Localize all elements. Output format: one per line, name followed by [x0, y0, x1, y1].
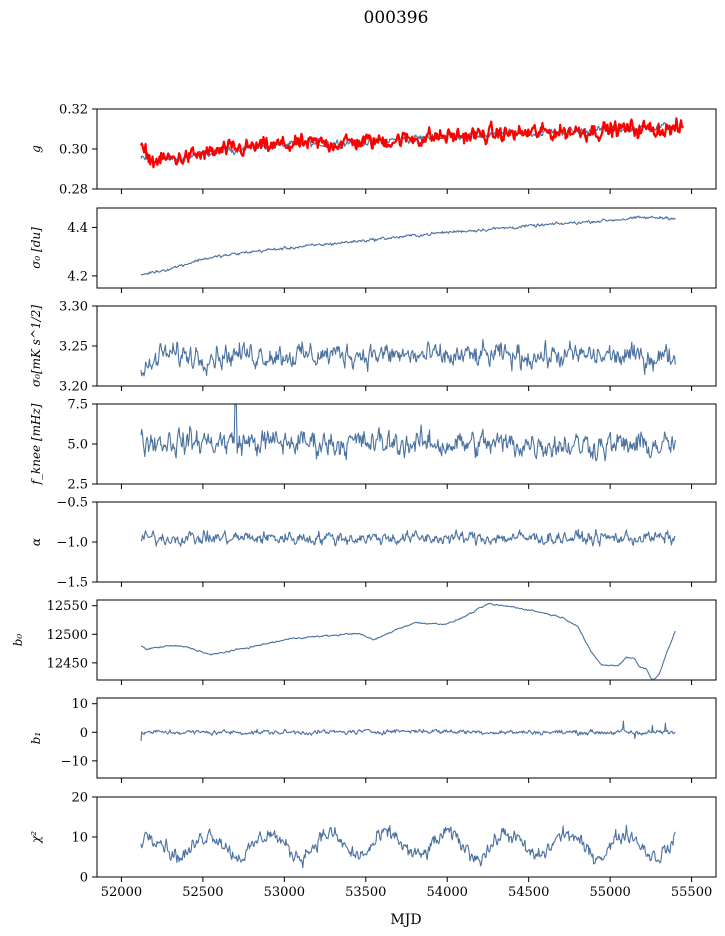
y-axis-label: α	[29, 538, 43, 546]
y-tick-label: 20	[71, 791, 88, 806]
series-line-4-1	[140, 404, 676, 462]
panel-4: 2.5 5.0 7.5 f_knee [mHz]	[29, 398, 717, 493]
panel-7: −10 0 10 b₁	[29, 697, 717, 783]
x-tick-label: 53500	[345, 885, 386, 900]
y-axis-label: σ₀[mK s^1/2]	[29, 305, 43, 387]
y-axis-label: χ²	[29, 831, 43, 844]
figure-title: 000396	[364, 8, 429, 28]
series-line-3-1	[140, 338, 676, 377]
y-tick-label: 0	[80, 726, 88, 741]
x-tick-label: 54500	[508, 885, 549, 900]
y-tick-label: 0.28	[59, 183, 88, 198]
panel-6: 12450 12500 12550 b₀	[11, 599, 717, 685]
y-axis-label: b₁	[29, 732, 43, 745]
series-line-5-1	[140, 528, 676, 547]
y-tick-label: 4.4	[67, 221, 88, 236]
x-tick-label: 55500	[671, 885, 712, 900]
panel-8: 0 10 20 52000 52500 53000 53500 54000 54500 55000…	[29, 791, 717, 900]
axes-frame	[96, 599, 717, 681]
y-tick-label: 12550	[47, 599, 88, 614]
y-tick-label: 0	[80, 871, 88, 886]
axes-frame	[96, 796, 717, 878]
axes-frame	[96, 305, 717, 387]
y-tick-label: 4.2	[67, 269, 88, 284]
series-line-1-2	[139, 117, 685, 169]
axes-frame	[96, 108, 717, 190]
x-axis-label: MJD	[390, 912, 421, 928]
series-line-1-1	[140, 122, 676, 166]
series-line-2-1	[140, 215, 676, 276]
y-tick-label: −1.5	[56, 576, 88, 591]
series-line-6-1	[140, 602, 676, 680]
x-tick-label: 55000	[589, 885, 630, 900]
panel-3: 3.20 3.25 3.30 σ₀[mK s^1/2]	[29, 300, 717, 395]
x-tick-label: 53000	[264, 885, 305, 900]
panel-2: 4.2 4.4 σ₀ [du]	[29, 207, 717, 293]
y-tick-label: −10	[61, 754, 88, 769]
y-tick-label: 12450	[47, 656, 88, 671]
y-tick-label: 0.32	[59, 103, 88, 118]
series-line-7-1	[140, 720, 676, 741]
y-tick-label: −1.0	[56, 536, 88, 551]
y-tick-label: 10	[71, 831, 88, 846]
panels: 0.28 0.30 0.32 g 4.2 4.4 σ₀ [du] 3.20 3.25 3.30 σ₀…	[11, 103, 717, 900]
y-tick-label: 0.30	[59, 143, 88, 158]
x-tick-label: 52000	[101, 885, 142, 900]
axes-frame	[96, 501, 717, 583]
panel-5: −1.5 −1.0 −0.5 α	[29, 496, 717, 591]
x-tick-label: 52500	[182, 885, 223, 900]
y-tick-label: 12500	[47, 628, 88, 643]
y-tick-label: 3.30	[59, 300, 88, 315]
axes-frame	[96, 697, 717, 779]
y-axis-label: σ₀ [du]	[29, 227, 43, 269]
series-line-8-1	[140, 824, 676, 869]
y-tick-label: 3.20	[59, 380, 88, 395]
y-tick-label: 2.5	[67, 478, 88, 493]
axes-frame	[96, 207, 717, 289]
y-axis-label: b₀	[11, 634, 25, 647]
y-tick-label: 5.0	[67, 438, 88, 453]
x-tick-label: 54000	[427, 885, 468, 900]
y-tick-label: −0.5	[56, 496, 88, 511]
y-tick-label: 10	[71, 697, 88, 712]
panel-1: 0.28 0.30 0.32 g	[29, 103, 717, 198]
y-axis-label: g	[29, 145, 43, 153]
y-tick-label: 3.25	[59, 340, 88, 355]
y-axis-label: f_knee [mHz]	[29, 403, 43, 485]
y-tick-label: 7.5	[67, 398, 88, 413]
